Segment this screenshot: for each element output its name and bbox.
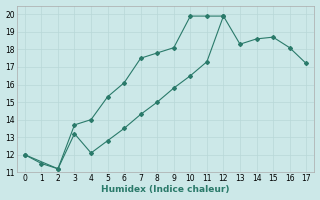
X-axis label: Humidex (Indice chaleur): Humidex (Indice chaleur) (101, 185, 230, 194)
